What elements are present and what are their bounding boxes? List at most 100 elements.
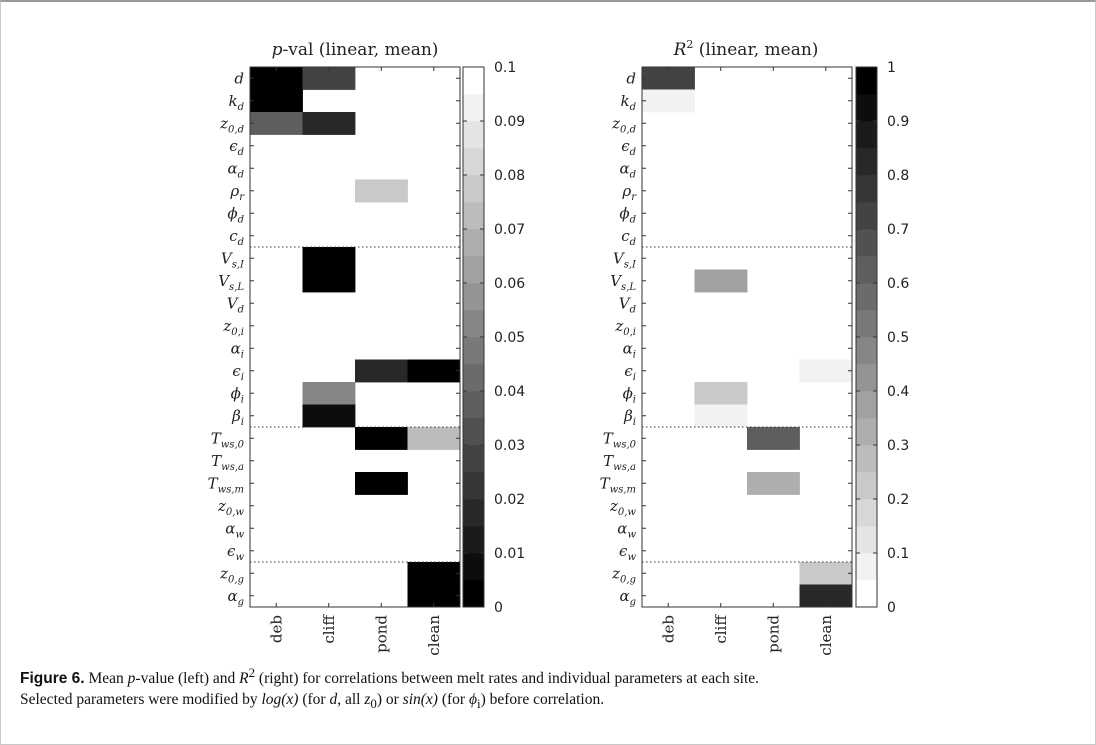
y-tick-label: Vd (227, 294, 244, 315)
label-symbol: α (225, 519, 235, 537)
heatmap-cell (250, 67, 303, 90)
heatmap-cell (407, 359, 461, 383)
colorbar-tick-label: 0.06 (494, 276, 525, 292)
label-symbol: ϵ (227, 542, 236, 560)
axes-background (642, 67, 852, 607)
x-tick-label: clean (425, 615, 443, 656)
heatmap-cell (355, 472, 408, 495)
label-subscript: g (238, 597, 244, 608)
caption-d: d (329, 691, 338, 709)
label-subscript: ws,m (610, 484, 636, 495)
label-symbol: z (219, 114, 228, 132)
heatmap-cell (250, 112, 303, 135)
caption-z-sub: 0 (370, 696, 377, 712)
label-symbol: β (231, 407, 241, 425)
y-tick-label: βi (231, 407, 244, 428)
caption-log: log(x) (261, 691, 299, 709)
label-subscript: w (627, 552, 636, 563)
colorbar-tick-label: 0.01 (494, 546, 525, 562)
heatmap-cell (302, 112, 356, 135)
label-symbol: ϕ (619, 204, 629, 222)
label-subscript: ws,m (218, 484, 244, 495)
colorbar-segment (856, 229, 877, 257)
y-tick-label: ϵi (232, 362, 244, 383)
label-subscript: r (631, 192, 637, 203)
x-tick-label: clean (817, 615, 835, 656)
caption-text-6: , all (337, 691, 365, 709)
heatmap-cell (302, 382, 356, 405)
colorbar-segment (463, 202, 484, 230)
label-subscript: d (238, 304, 244, 315)
y-tick-label: ϕi (231, 384, 244, 405)
label-subscript: w (235, 552, 244, 563)
y-tick-label: kd (229, 92, 245, 113)
label-subscript: 0,d (620, 124, 636, 135)
y-tick-label: ϵd (621, 137, 636, 158)
y-tick-label: cd (621, 227, 636, 248)
label-subscript: 0,i (623, 327, 636, 338)
label-symbol: c (621, 227, 630, 245)
y-tick-label: z0,w (609, 497, 636, 518)
label-symbol: ρ (229, 182, 239, 200)
y-tick-label: ϵw (227, 542, 244, 563)
title-italic: R (673, 40, 687, 60)
label-subscript: d (238, 147, 244, 158)
axes-frame (641, 66, 853, 608)
caption-r-sup: 2 (248, 665, 256, 680)
caption-r: R (239, 670, 249, 688)
label-symbol: T (600, 474, 611, 492)
colorbar-tick-label: 0.1 (887, 546, 909, 562)
label-symbol: V (610, 272, 623, 290)
label-subscript: i (241, 372, 244, 383)
label-subscript: 0,g (620, 574, 636, 585)
heatmap-cell (407, 427, 461, 450)
label-symbol: z (219, 564, 228, 582)
label-subscript: g (630, 597, 636, 608)
caption-text-5: (for (298, 691, 330, 709)
y-tick-label: Tws,a (603, 452, 636, 473)
colorbar-segment (856, 175, 877, 203)
y-tick-label: αw (225, 519, 244, 540)
label-symbol: z (611, 564, 620, 582)
colorbar-segment (463, 580, 484, 608)
heatmap-cell (747, 427, 800, 450)
colorbar-tick-label: 0.09 (494, 114, 525, 130)
label-symbol: α (231, 339, 241, 357)
colorbar-segment (856, 256, 877, 284)
colorbar-segment (463, 418, 484, 446)
label-symbol: α (619, 587, 629, 605)
colorbar-segment (463, 499, 484, 527)
label-symbol: z (222, 317, 231, 335)
y-tick-label: d (626, 69, 636, 87)
y-tick-label: βi (623, 407, 636, 428)
colorbar-tick-label: 0.1 (494, 60, 516, 76)
label-symbol: ϵ (624, 362, 633, 380)
label-subscript: d (630, 102, 636, 113)
label-symbol: z (614, 317, 623, 335)
label-symbol: α (623, 339, 633, 357)
label-symbol: d (626, 69, 636, 87)
label-symbol: V (619, 294, 632, 312)
label-subscript: ws,a (613, 462, 636, 473)
label-subscript: d (630, 237, 636, 248)
colorbar-segment (856, 418, 877, 446)
heatmap-cell (302, 67, 356, 90)
colorbar-tick-label: 0.05 (494, 330, 525, 346)
colorbar-segment (856, 283, 877, 311)
colorbar-segment (463, 256, 484, 284)
y-tick-label: Tws,m (208, 474, 244, 495)
chart-title: p-val (linear, mean) (272, 40, 439, 60)
label-symbol: V (221, 249, 234, 267)
chart-title: R2 (linear, mean) (673, 38, 819, 60)
colorbar-segment (856, 391, 877, 419)
y-tick-label: ϕd (227, 204, 244, 225)
title-sup: 2 (686, 38, 693, 51)
label-subscript: 0,i (231, 327, 244, 338)
caption-text-3: (right) for correlations between melt ra… (255, 670, 760, 688)
colorbar-segment (856, 121, 877, 149)
label-symbol: ρ (621, 182, 631, 200)
colorbar-segment (856, 472, 877, 500)
caption-text-8: (for (437, 691, 469, 709)
y-tick-label: αd (227, 159, 244, 180)
colorbar-segment (463, 229, 484, 257)
